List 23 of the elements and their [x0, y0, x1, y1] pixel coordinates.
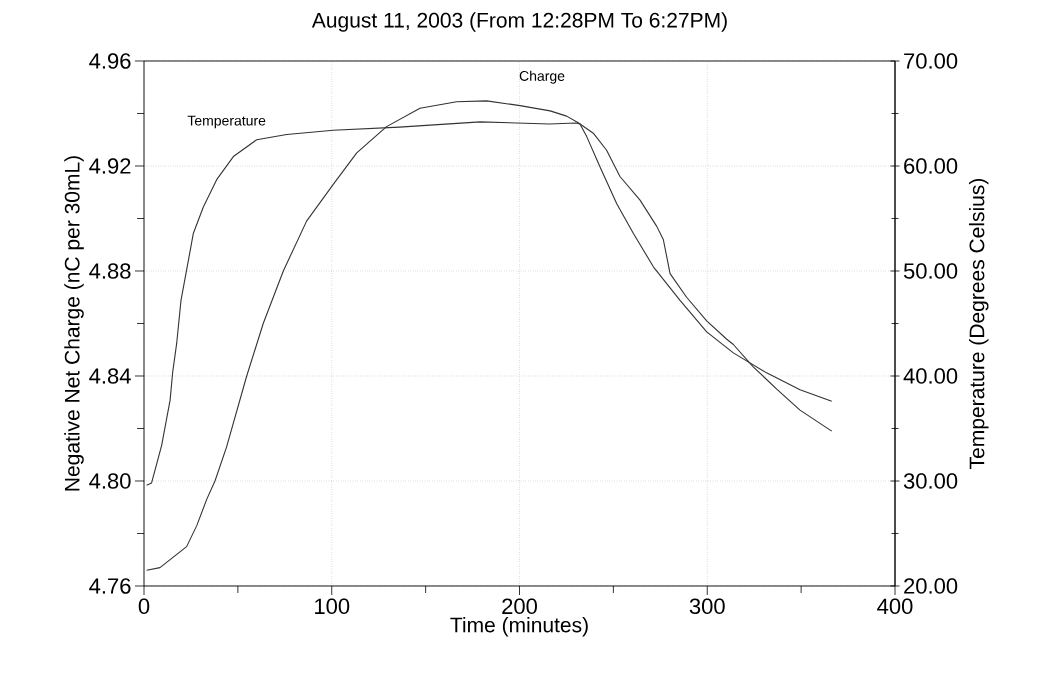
- series-label: Charge: [519, 70, 565, 84]
- y2-tick-label: 40.00: [903, 368, 958, 384]
- x-tick-label: 100: [315, 598, 350, 615]
- y-tick-label: 4.84: [89, 368, 131, 384]
- y-tick-label: 4.96: [89, 53, 131, 69]
- y-tick-label: 4.76: [89, 578, 131, 594]
- y-tick-label: 4.92: [89, 158, 131, 174]
- x-tick-label: 200: [502, 598, 537, 615]
- y-tick-label: 4.80: [89, 473, 131, 489]
- y-axis-title: Negative Net Charge (nC per 30mL): [64, 156, 84, 491]
- y-tick-label: 4.88: [89, 263, 131, 279]
- x-tick-label: 400: [877, 598, 913, 615]
- y2-axis-title: Temperature (Degrees Celsius): [968, 178, 989, 469]
- chart-title: August 11, 2003 (From 12:28PM To 6:27PM): [311, 12, 727, 32]
- x-tick-label: 0: [138, 598, 150, 615]
- x-tick-label: 300: [689, 598, 725, 615]
- series-label: Temperature: [187, 115, 266, 129]
- y2-tick-label: 50.00: [903, 263, 958, 279]
- y2-tick-label: 30.00: [903, 473, 958, 489]
- y2-tick-label: 70.00: [904, 53, 958, 69]
- y2-tick-label: 20.00: [904, 578, 958, 594]
- y2-tick-label: 60.00: [904, 158, 958, 174]
- x-axis-title: Time (minutes): [450, 616, 588, 637]
